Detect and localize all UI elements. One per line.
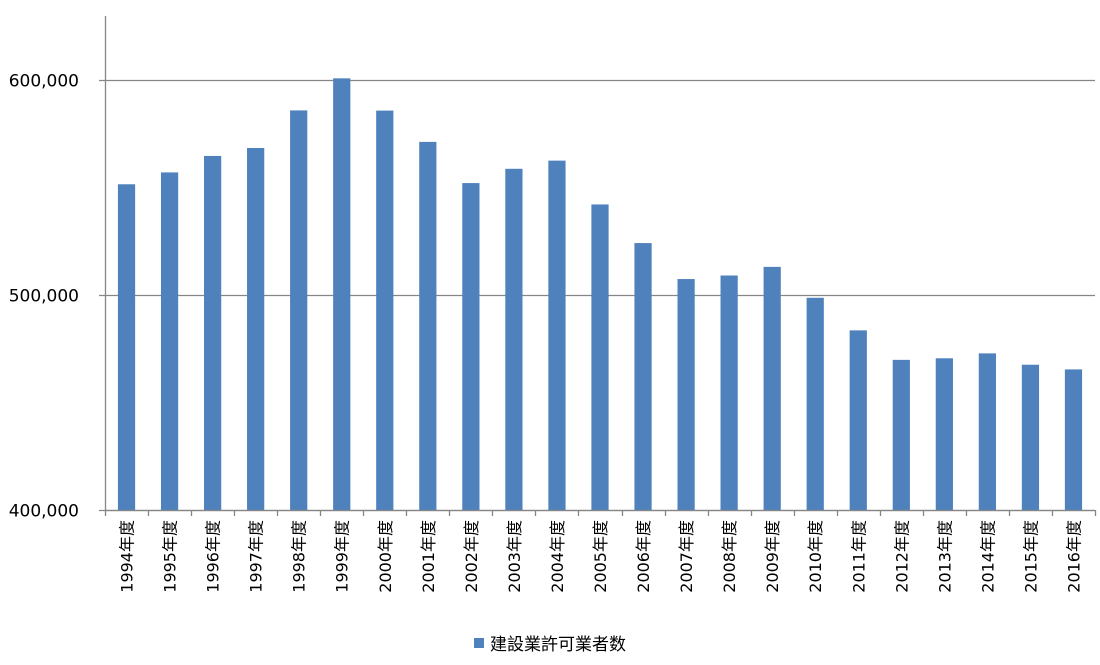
x-tick-label: 2011年度 bbox=[849, 520, 868, 593]
bar bbox=[634, 243, 652, 510]
x-tick-labels: 1994年度 1995年度 1996年度 1997年度 1998年度 1999年度 2000… bbox=[118, 520, 1084, 593]
legend: 建設業許可業者数 bbox=[0, 630, 1100, 655]
bar bbox=[978, 353, 996, 510]
x-tick-label: 2014年度 bbox=[978, 520, 997, 593]
y-tick-label: 400,000 bbox=[9, 502, 79, 522]
legend-swatch bbox=[474, 637, 484, 648]
x-tick-label: 2013年度 bbox=[935, 520, 954, 593]
x-tick-label: 2000年度 bbox=[376, 520, 395, 593]
x-tick-label: 1995年度 bbox=[161, 520, 180, 593]
x-tick-label: 1996年度 bbox=[204, 520, 223, 593]
x-tick-label: 2010年度 bbox=[806, 520, 825, 593]
bar bbox=[117, 184, 136, 510]
x-tick-label: 2004年度 bbox=[548, 520, 567, 593]
bar bbox=[763, 266, 781, 510]
x-tick-label: 2008年度 bbox=[720, 520, 739, 593]
bar bbox=[247, 147, 265, 511]
x-tick-label: 2002年度 bbox=[462, 520, 481, 593]
bars bbox=[117, 78, 1083, 511]
x-tick-label: 2016年度 bbox=[1064, 520, 1083, 593]
bar bbox=[376, 110, 394, 510]
x-tick-label: 1994年度 bbox=[118, 520, 137, 593]
x-tick-label: 2003年度 bbox=[505, 520, 524, 593]
y-tick-label: 600,000 bbox=[9, 72, 79, 92]
axes bbox=[104, 16, 1097, 516]
bar bbox=[548, 160, 566, 510]
y-tick-labels: 400,000 500,000 600,000 bbox=[9, 72, 79, 522]
bar bbox=[677, 279, 695, 510]
bar bbox=[419, 141, 437, 510]
x-tick-label: 1997年度 bbox=[247, 520, 266, 593]
bar bbox=[204, 155, 222, 510]
bar bbox=[290, 110, 308, 510]
bar bbox=[720, 275, 738, 510]
legend-item: 建設業許可業者数 bbox=[474, 630, 626, 655]
x-tick-label: 2012年度 bbox=[892, 520, 911, 593]
x-tick-label: 2015年度 bbox=[1021, 520, 1040, 593]
x-tick-label: 1998年度 bbox=[290, 520, 309, 593]
y-tick-label: 500,000 bbox=[9, 287, 79, 307]
bar bbox=[462, 183, 480, 510]
bar bbox=[935, 358, 953, 510]
x-tick-label: 1999年度 bbox=[333, 520, 352, 593]
x-tick-label: 2009年度 bbox=[763, 520, 782, 593]
bar bbox=[333, 78, 351, 510]
bar bbox=[849, 330, 867, 510]
x-tick-label: 2007年度 bbox=[677, 520, 696, 593]
bar bbox=[1064, 369, 1083, 510]
bar bbox=[892, 359, 910, 510]
bar bbox=[591, 204, 609, 510]
x-tick-label: 2001年度 bbox=[419, 520, 438, 593]
bar bbox=[1021, 364, 1040, 510]
bar bbox=[505, 168, 523, 511]
bar bbox=[160, 172, 179, 511]
bar bbox=[806, 297, 824, 510]
x-tick-label: 2006年度 bbox=[634, 520, 653, 593]
x-tick-label: 2005年度 bbox=[591, 520, 610, 593]
legend-label: 建設業許可業者数 bbox=[490, 635, 626, 655]
